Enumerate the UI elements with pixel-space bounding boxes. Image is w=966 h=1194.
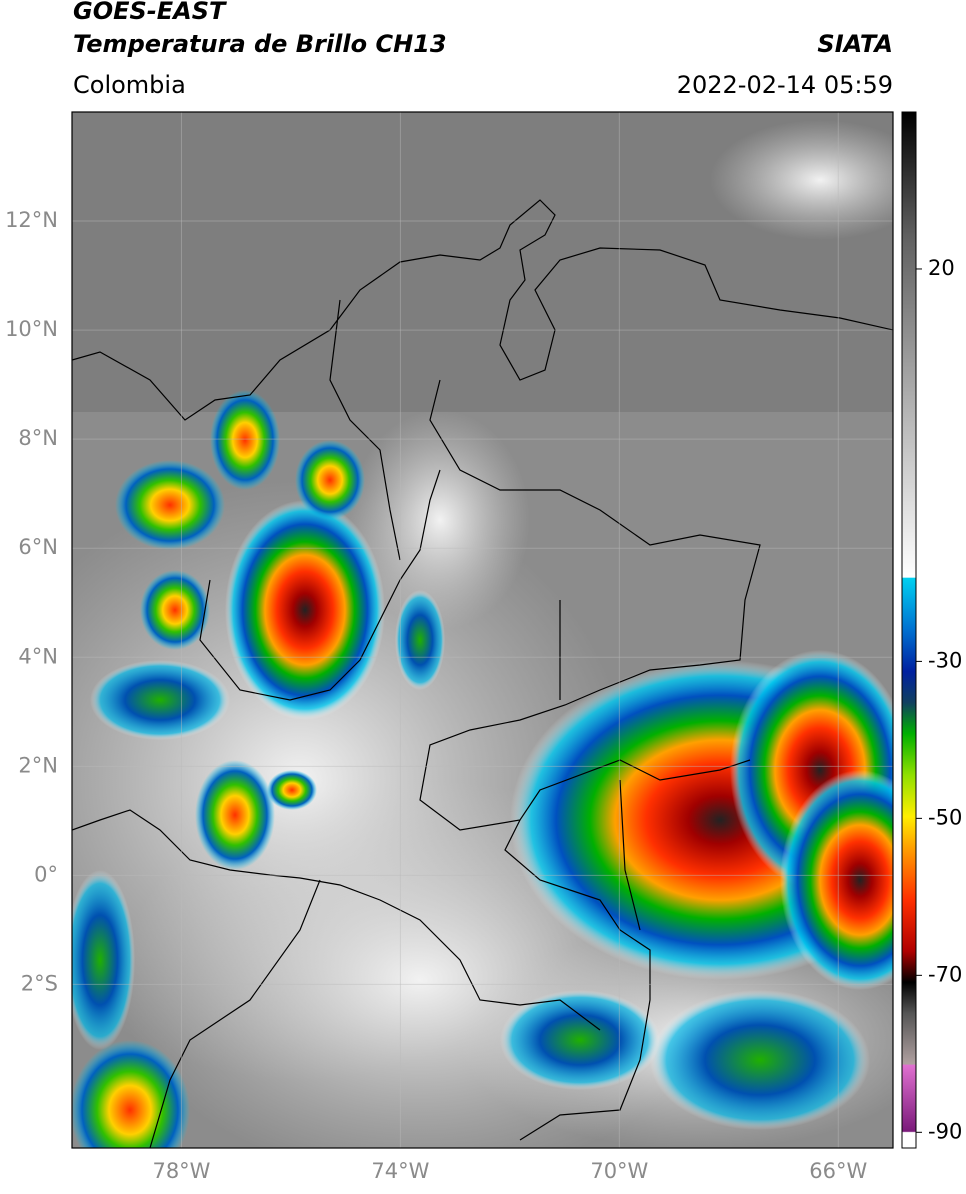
colorbar-tick-label: -50 xyxy=(928,805,962,829)
lat-tick-label: 2°S xyxy=(21,971,58,995)
source-label: SIATA xyxy=(817,30,893,58)
lat-tick-label: 6°N xyxy=(18,535,58,559)
colorbar-tick-label: 20 xyxy=(928,256,955,280)
lat-tick-label: 10°N xyxy=(5,317,58,341)
lat-tick-label: 12°N xyxy=(5,208,58,232)
lat-tick-label: 2°N xyxy=(18,753,58,777)
lon-tick-label: 78°W xyxy=(152,1159,210,1183)
lon-tick-label: 66°W xyxy=(809,1159,867,1183)
product-title: Temperatura de Brillo CH13 xyxy=(73,30,447,58)
graticule xyxy=(72,112,893,1148)
lat-tick-label: 0° xyxy=(34,862,58,886)
map-image xyxy=(72,112,893,1148)
lon-tick-label: 74°W xyxy=(371,1159,429,1183)
colorbar-tick-label: -70 xyxy=(928,962,962,986)
satellite-title: GOES-EAST xyxy=(73,0,227,25)
region-label: Colombia xyxy=(73,71,186,99)
lat-tick-label: 8°N xyxy=(18,426,58,450)
colorbar-tick-label: -30 xyxy=(928,648,962,672)
lat-tick-label: 4°N xyxy=(18,644,58,668)
datetime-label: 2022-02-14 05:59 xyxy=(677,71,893,99)
map-frame xyxy=(71,111,894,1149)
colorbar-tick-label: -90 xyxy=(928,1119,962,1143)
colorbar xyxy=(901,111,917,1149)
lon-tick-label: 70°W xyxy=(590,1159,648,1183)
